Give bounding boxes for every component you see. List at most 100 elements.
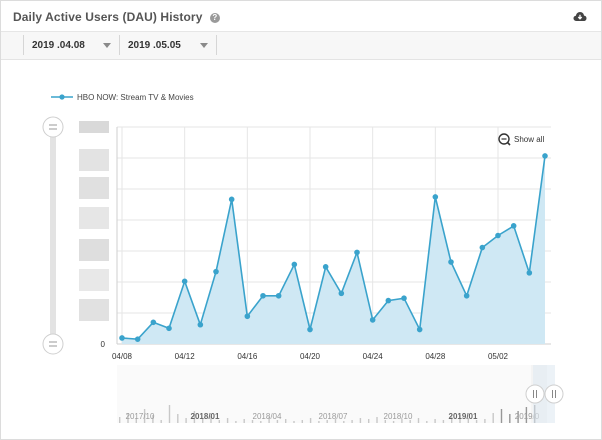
x-tick-label: 05/02 [488, 352, 509, 361]
navigator-label: 2019/01 [449, 412, 478, 421]
data-point[interactable] [416, 326, 423, 333]
data-point[interactable] [463, 292, 470, 299]
data-point[interactable] [354, 249, 360, 256]
data-point[interactable] [197, 321, 204, 328]
navigator-mask [117, 365, 531, 423]
data-point[interactable] [166, 325, 172, 332]
navigator-bar [484, 419, 486, 423]
obscured-label [79, 299, 109, 321]
data-point[interactable] [526, 270, 533, 276]
data-point[interactable] [291, 261, 298, 268]
data-point[interactable] [401, 295, 407, 301]
panel-title: Daily Active Users (DAU) History ? [13, 10, 220, 24]
data-point[interactable] [150, 319, 157, 326]
data-point[interactable] [134, 336, 141, 342]
data-point[interactable] [260, 292, 266, 299]
navigator-label: 2018/04 [253, 412, 282, 421]
navigator-label: 2018/07 [319, 412, 348, 421]
data-point[interactable] [228, 196, 235, 203]
navigator-bar [135, 419, 137, 423]
navigator-handle-right[interactable] [544, 384, 564, 404]
navigator-bar [392, 421, 395, 423]
navigator-bar [218, 420, 220, 423]
navigator-bar [160, 420, 162, 423]
question-circle-icon[interactable]: ? [209, 13, 220, 23]
navigator-bar [251, 420, 254, 423]
navigator-bar [168, 405, 171, 423]
navigator-bar [517, 411, 519, 423]
data-point[interactable] [479, 244, 486, 251]
end-date-select[interactable]: 2019 .05.05 [120, 35, 217, 55]
dau-chart: HBO NOW: Stream TV & Movies 04 [42, 93, 564, 423]
start-date-select[interactable]: 2019 .04.08 [24, 35, 120, 55]
x-tick-label: 04/16 [237, 352, 258, 361]
data-point[interactable] [385, 297, 392, 304]
x-tick-label: 04/20 [300, 352, 321, 361]
navigator-bar [334, 419, 337, 423]
show-all-button[interactable]: Show all [498, 133, 544, 146]
navigator-bar [177, 414, 179, 423]
navigator-bar [467, 418, 469, 423]
navigator-labels: 2017/10 2018/01 2018/04 2018/07 2018/10 2019/… [126, 412, 540, 421]
data-point[interactable] [510, 223, 517, 229]
obscured-label [79, 269, 109, 291]
chevron-down-icon [103, 43, 111, 48]
navigator-bar [268, 417, 270, 423]
navigator-label: 2019/0 [515, 412, 540, 421]
navigator-bar [492, 413, 494, 423]
legend-marker [59, 94, 65, 100]
navigator-bar [276, 420, 279, 423]
cloud-download-icon[interactable] [573, 11, 587, 22]
obscured-label [79, 177, 109, 199]
data-point[interactable] [322, 264, 329, 270]
y-range-slider[interactable] [42, 116, 64, 355]
chart-legend[interactable]: HBO NOW: Stream TV & Movies [51, 93, 194, 102]
navigator-bar [260, 421, 262, 423]
data-point[interactable] [495, 232, 501, 239]
data-point[interactable] [338, 290, 345, 297]
slider-handle-top[interactable] [42, 116, 64, 138]
data-point[interactable] [181, 278, 188, 285]
navigator-bar [226, 418, 229, 423]
navigator-bar [426, 421, 428, 423]
data-point[interactable] [275, 292, 282, 299]
x-tick-label: 04/28 [425, 352, 446, 361]
data-point[interactable] [213, 268, 219, 275]
obscured-label [79, 207, 109, 229]
x-tick-label: 04/24 [363, 352, 384, 361]
navigator-bar [143, 409, 146, 423]
data-point[interactable] [119, 335, 125, 341]
navigator-bar [293, 421, 295, 423]
navigator-bar [475, 420, 478, 423]
series-points [119, 153, 548, 342]
end-date-value: 2019 .05.05 [128, 40, 181, 51]
navigator-bar [343, 421, 345, 423]
data-point[interactable] [369, 317, 376, 323]
navigator-bar [359, 418, 362, 423]
data-point[interactable] [542, 153, 548, 159]
start-date-value: 2019 .04.08 [32, 40, 85, 51]
slider-handle-bottom[interactable] [42, 333, 64, 355]
data-point[interactable] [432, 194, 439, 200]
x-axis-ticks: 04/08 04/12 04/16 04/20 04/24 04/28 05/02 [112, 352, 509, 361]
series-line [121, 155, 546, 341]
navigator-bar [409, 420, 411, 423]
navigator-bar [210, 416, 212, 423]
navigator-bar [202, 419, 204, 423]
navigator-bar [326, 420, 328, 423]
divider [23, 35, 24, 55]
time-navigator[interactable]: 2017/10 2018/01 2018/04 2018/07 2018/10 2019/… [117, 365, 564, 423]
navigator-bar [368, 419, 370, 423]
navigator-bar [152, 415, 154, 423]
navigator-bar [309, 418, 312, 423]
navigator-label: 2018/01 [191, 412, 220, 421]
navigator-bar [459, 415, 461, 423]
data-point[interactable] [307, 326, 313, 333]
navigator-handle-left[interactable] [525, 384, 545, 404]
data-point[interactable] [244, 313, 251, 320]
navigator-bar [351, 420, 353, 423]
legend-series-label: HBO NOW: Stream TV & Movies [77, 93, 194, 102]
zoom-out-icon [498, 133, 510, 145]
data-point[interactable] [448, 259, 454, 265]
